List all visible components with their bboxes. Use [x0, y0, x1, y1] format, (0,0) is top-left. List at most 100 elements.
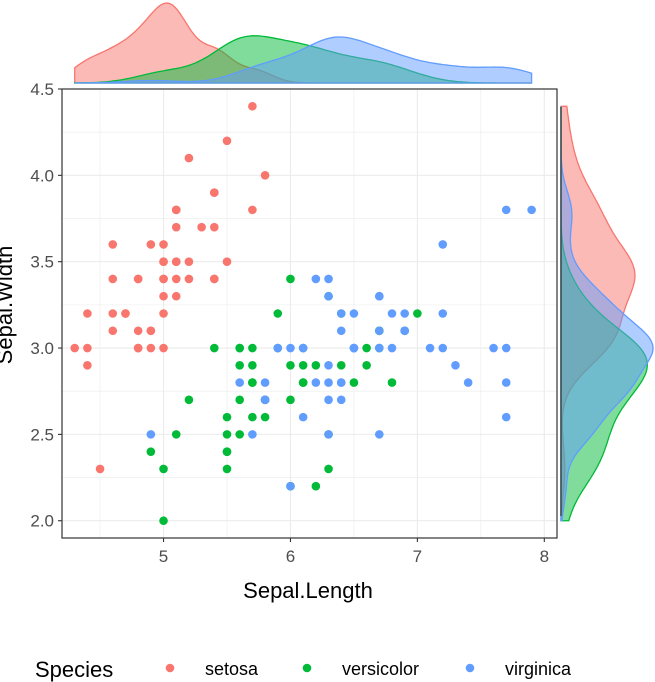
point-setosa [171, 205, 181, 215]
legend-label-versicolor: versicolor [342, 659, 419, 679]
point-setosa [210, 222, 219, 232]
point-setosa [260, 171, 270, 180]
legend-key-setosa [165, 663, 175, 673]
x-tick-label: 7 [413, 547, 422, 566]
point-versicolor [413, 309, 422, 318]
point-setosa [184, 153, 194, 163]
point-virginica [260, 395, 270, 405]
point-virginica [438, 309, 448, 318]
legend: Species setosa versicolor virginica [35, 657, 572, 682]
x-axis-ticks: 5 6 7 8 [159, 538, 549, 566]
point-setosa [83, 309, 92, 318]
point-versicolor [222, 430, 232, 439]
point-setosa [210, 274, 219, 284]
legend-title: Species [35, 657, 113, 682]
point-virginica [298, 412, 308, 422]
top-marginal-density [73, 2, 533, 84]
point-versicolor [260, 412, 270, 422]
point-versicolor [222, 447, 232, 456]
point-setosa [222, 257, 232, 266]
point-setosa [133, 274, 143, 284]
point-virginica [324, 361, 333, 370]
point-virginica [489, 343, 498, 353]
point-setosa [159, 274, 168, 284]
x-tick-label: 8 [540, 547, 549, 566]
point-setosa [222, 136, 232, 146]
point-virginica [501, 205, 511, 215]
point-virginica [286, 481, 295, 491]
point-setosa [159, 309, 168, 318]
point-setosa [159, 291, 168, 301]
y-tick-label: 4.0 [30, 166, 54, 185]
point-virginica [336, 395, 346, 405]
point-virginica [235, 378, 244, 387]
point-setosa [197, 222, 206, 232]
point-virginica [273, 343, 283, 353]
point-versicolor [159, 464, 168, 474]
point-setosa [248, 101, 257, 111]
point-virginica [387, 309, 397, 318]
point-virginica [375, 343, 384, 353]
y-tick-label: 2.0 [30, 512, 54, 531]
point-setosa [95, 464, 105, 474]
point-setosa [121, 309, 130, 318]
y-tick-label: 4.5 [30, 80, 54, 99]
point-versicolor [235, 343, 244, 353]
point-virginica [336, 378, 346, 387]
point-setosa [108, 274, 118, 284]
right-marginal-density [560, 105, 654, 522]
point-setosa [108, 240, 118, 249]
point-virginica [324, 291, 333, 301]
point-virginica [349, 309, 359, 318]
point-virginica [286, 343, 295, 353]
point-versicolor [387, 378, 397, 387]
point-setosa [146, 343, 156, 353]
point-versicolor [222, 412, 232, 422]
plot-border [61, 88, 558, 539]
point-setosa [184, 274, 194, 284]
legend-label-virginica: virginica [505, 659, 572, 679]
point-versicolor [324, 464, 333, 474]
point-virginica [349, 343, 359, 353]
point-setosa [159, 240, 168, 249]
y-tick-label: 2.5 [30, 425, 54, 444]
point-virginica [501, 412, 511, 422]
x-tick-label: 5 [159, 547, 168, 566]
point-setosa [159, 257, 168, 266]
point-versicolor [273, 309, 283, 318]
plot-panel [62, 89, 557, 538]
point-versicolor [286, 361, 295, 370]
point-virginica [298, 343, 308, 353]
point-versicolor [286, 274, 295, 284]
point-virginica [260, 378, 270, 387]
point-setosa [133, 326, 143, 336]
point-versicolor [222, 464, 232, 474]
point-setosa [70, 343, 79, 353]
y-axis-ticks: 2.0 2.5 3.0 3.5 4.0 4.5 [30, 80, 62, 531]
point-virginica [375, 291, 384, 301]
point-virginica [336, 309, 346, 318]
point-virginica [336, 326, 346, 336]
point-virginica [438, 343, 448, 353]
legend-label-setosa: setosa [205, 659, 259, 679]
point-versicolor [184, 395, 194, 405]
point-setosa [83, 361, 92, 370]
point-versicolor [235, 361, 244, 370]
point-virginica [527, 205, 536, 215]
legend-key-versicolor [302, 663, 312, 673]
right-density-virginica [560, 106, 654, 522]
point-versicolor [146, 447, 156, 456]
point-setosa [210, 188, 219, 197]
point-virginica [501, 378, 511, 387]
point-virginica [387, 343, 397, 353]
y-tick-label: 3.0 [30, 339, 54, 358]
point-virginica [463, 378, 473, 387]
point-setosa [171, 257, 181, 266]
point-virginica [146, 430, 156, 439]
point-setosa [248, 205, 257, 215]
point-versicolor [248, 412, 257, 422]
point-setosa [108, 326, 118, 336]
point-setosa [83, 343, 92, 353]
point-setosa [171, 222, 181, 232]
